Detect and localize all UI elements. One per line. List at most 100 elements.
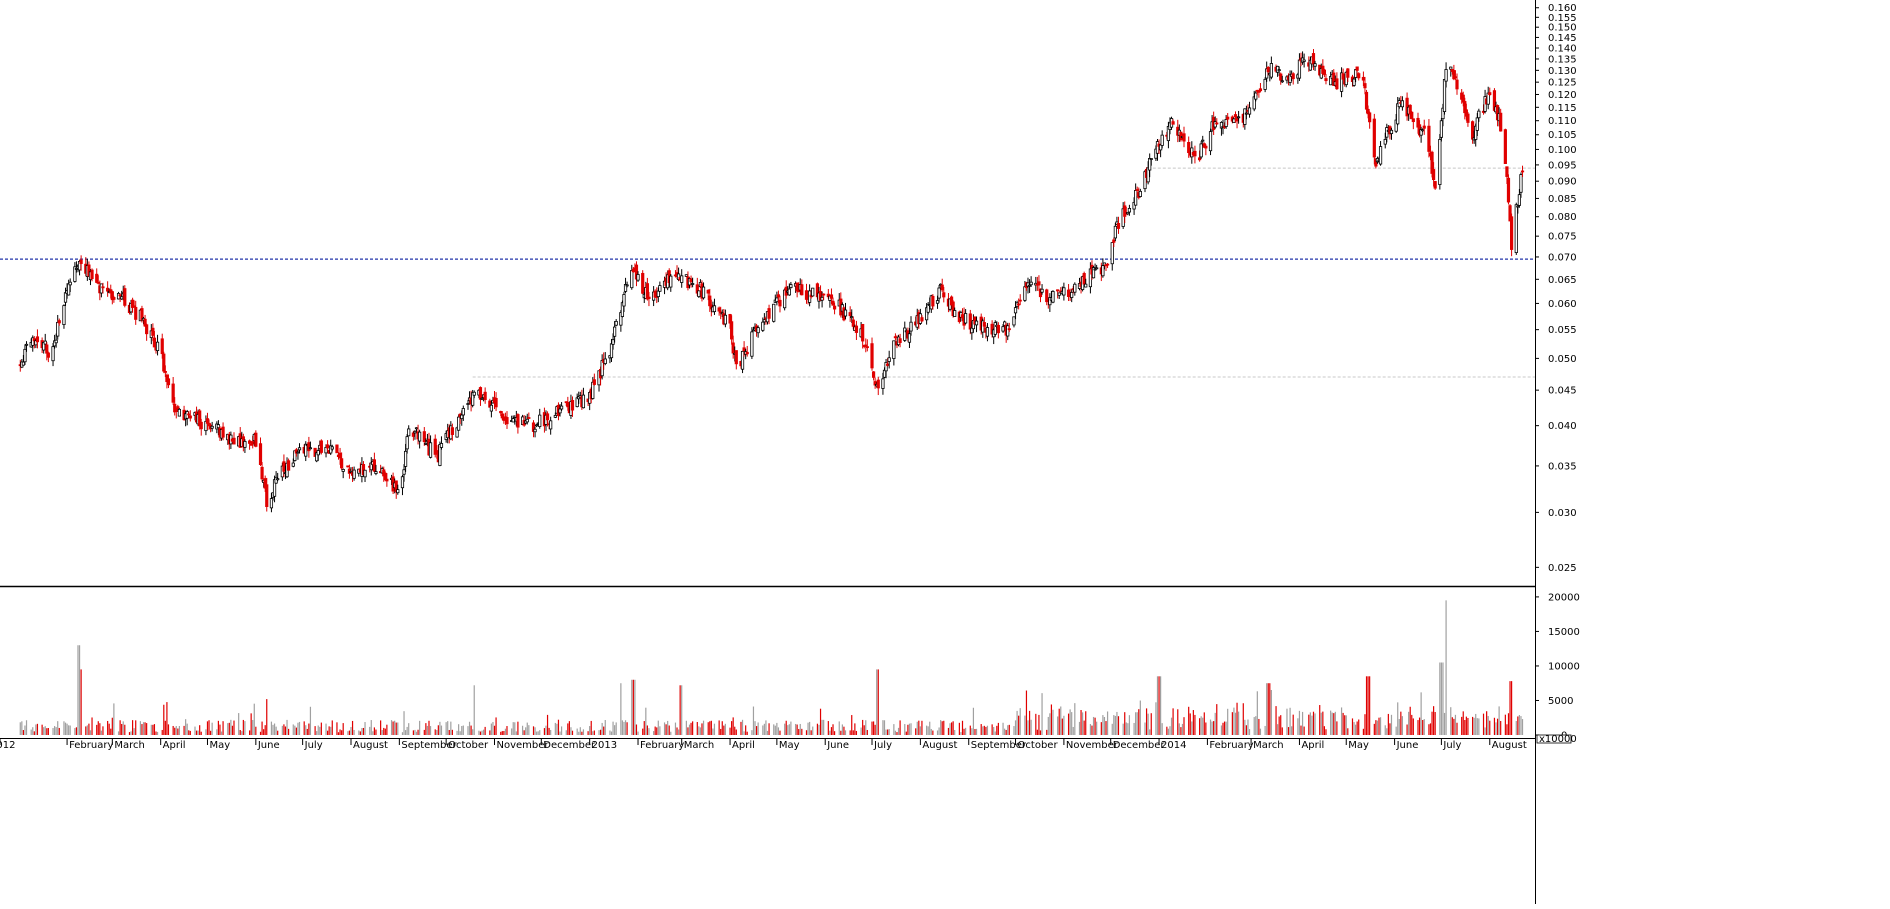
candle-body (1045, 289, 1049, 303)
volume-bar (993, 727, 995, 735)
candle-body (405, 436, 409, 450)
volume-bar (667, 720, 669, 735)
candle-body (1503, 129, 1507, 164)
candle-body (778, 299, 782, 307)
volume-bar (1464, 720, 1466, 735)
volume-bar (985, 726, 987, 735)
volume-bar (319, 726, 321, 735)
volume-bar (57, 721, 59, 735)
candle-body (1263, 78, 1267, 90)
candle-body (254, 432, 258, 447)
volume-bar (130, 731, 132, 735)
volume-bar (153, 724, 156, 735)
volume-bar (1417, 720, 1419, 735)
candle-body (1179, 131, 1183, 141)
candle-body (775, 297, 779, 303)
volume-bar (559, 731, 561, 735)
volume-bar (1412, 718, 1414, 735)
volume-bar (264, 725, 266, 735)
volume-bar (872, 721, 875, 735)
y-tick-label: 0.070 (1548, 252, 1577, 263)
candle-body (1101, 265, 1105, 277)
volume-bar (855, 730, 858, 735)
volume-bar (1096, 721, 1098, 735)
volume-bar (1498, 706, 1500, 735)
candle-body (1126, 211, 1130, 215)
volume-bar (174, 727, 176, 735)
volume-bar (1156, 676, 1159, 735)
volume-bar (926, 725, 928, 735)
volume-bar (211, 722, 213, 735)
volume-bar (1521, 719, 1524, 735)
volume-bar (1139, 700, 1141, 735)
x-tick-label: February (1209, 740, 1253, 751)
candle-body (909, 321, 913, 332)
candle-body (54, 339, 58, 344)
candle-body (1385, 127, 1389, 138)
volume-bar (685, 720, 687, 735)
volume-bar (447, 721, 449, 735)
candle-body (1444, 69, 1448, 82)
volume-bar (534, 727, 536, 735)
volume-bar (41, 724, 43, 735)
volume-bar (1520, 716, 1522, 735)
volume-bar (1100, 722, 1102, 735)
candle-body (641, 272, 645, 294)
volume-bar (440, 725, 443, 735)
candle-body (1335, 78, 1339, 90)
volume-bar (403, 711, 405, 735)
volume-bar (47, 728, 49, 735)
volume-bar (1500, 720, 1502, 735)
volume-bar (89, 730, 92, 735)
candle-body (553, 415, 557, 418)
candle-body (461, 408, 465, 416)
candle-body (1135, 189, 1139, 191)
volume-bar (1390, 714, 1393, 735)
volume-bar (1367, 676, 1369, 735)
y-tick-label: 0.135 (1548, 54, 1577, 65)
volume-bar (994, 731, 996, 735)
candle-body (346, 465, 350, 468)
x-tick-label: December (1113, 740, 1166, 751)
volume-bar (844, 730, 847, 735)
candle-body (23, 348, 27, 363)
volume-bar (1057, 716, 1059, 735)
volume-bar (1486, 711, 1488, 735)
volume-bar (624, 720, 627, 735)
candle-body (870, 343, 874, 369)
volume-bar (306, 728, 308, 735)
volume-bar (1439, 662, 1441, 735)
volume-bar (330, 726, 332, 735)
candle-body (691, 283, 695, 285)
volume-bar (1297, 718, 1299, 735)
volume-bar (874, 724, 876, 735)
candle-body (829, 294, 834, 299)
volume-bar (888, 729, 890, 735)
candle-body (407, 428, 411, 437)
volume-bar (1144, 722, 1146, 735)
x-tick-label: July (304, 740, 323, 751)
volume-bar (261, 721, 263, 735)
volume-bar (222, 721, 224, 735)
volume-bar (341, 730, 343, 735)
volume-bar (317, 725, 319, 735)
volume-bar (1408, 711, 1410, 735)
candle-body (422, 431, 426, 443)
candle-body (260, 466, 264, 480)
volume-bar (108, 723, 110, 735)
volume-bar (423, 729, 425, 735)
volume-bar (843, 726, 845, 735)
volume-bar (1214, 712, 1216, 735)
candle-body (489, 404, 493, 412)
candle-body (708, 295, 712, 307)
volume-bar (927, 726, 929, 735)
volume-bar (787, 725, 789, 735)
volume-bar (1136, 712, 1138, 735)
volume-bar (233, 720, 235, 735)
volume-bar (582, 729, 585, 735)
volume-bar (698, 726, 700, 735)
volume-bar (590, 720, 592, 735)
x-tick-label: June (1396, 740, 1419, 751)
